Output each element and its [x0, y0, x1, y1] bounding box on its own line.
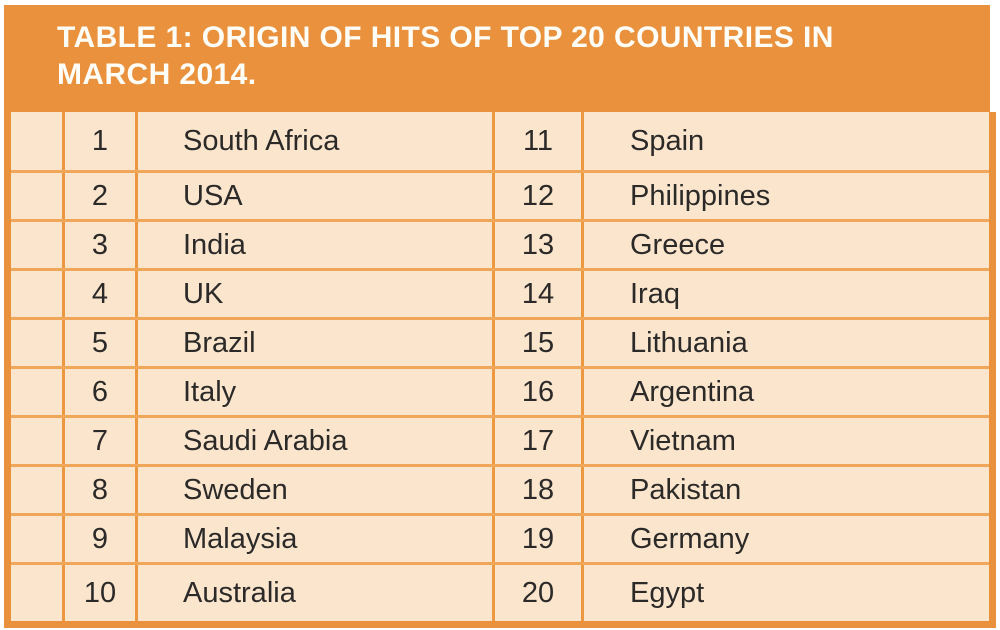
table-row: 1 South Africa 11 Spain — [11, 112, 989, 170]
rank-cell: 8 — [62, 467, 135, 513]
table-row: 3 India 13 Greece — [11, 219, 989, 268]
rank-cell: 12 — [492, 173, 581, 219]
rank-cell: 18 — [492, 467, 581, 513]
rank-cell: 9 — [62, 516, 135, 562]
country-cell: Australia — [135, 565, 492, 621]
rank-cell: 6 — [62, 369, 135, 415]
table-figure: TABLE 1: ORIGIN OF HITS OF TOP 20 COUNTR… — [4, 5, 996, 628]
country-cell: Lithuania — [581, 320, 989, 366]
empty-cell — [11, 516, 62, 562]
table-row: 4 UK 14 Iraq — [11, 268, 989, 317]
country-cell: Brazil — [135, 320, 492, 366]
empty-cell — [11, 173, 62, 219]
table-title-line-2: MARCH 2014. — [57, 58, 257, 91]
empty-cell — [11, 418, 62, 464]
empty-cell — [11, 320, 62, 366]
country-cell: Italy — [135, 369, 492, 415]
table-row: 5 Brazil 15 Lithuania — [11, 317, 989, 366]
table-title-line-1: TABLE 1: ORIGIN OF HITS OF TOP 20 COUNTR… — [57, 21, 834, 54]
rank-cell: 20 — [492, 565, 581, 621]
table-row: 10 Australia 20 Egypt — [11, 562, 989, 621]
rank-cell: 1 — [62, 112, 135, 170]
country-cell: Malaysia — [135, 516, 492, 562]
country-cell: India — [135, 222, 492, 268]
table-row: 6 Italy 16 Argentina — [11, 366, 989, 415]
country-cell: Germany — [581, 516, 989, 562]
rank-cell: 2 — [62, 173, 135, 219]
table-title-bar: TABLE 1: ORIGIN OF HITS OF TOP 20 COUNTR… — [4, 5, 990, 112]
rank-cell: 17 — [492, 418, 581, 464]
rank-cell: 5 — [62, 320, 135, 366]
table-row: 9 Malaysia 19 Germany — [11, 513, 989, 562]
country-cell: Greece — [581, 222, 989, 268]
country-cell: Philippines — [581, 173, 989, 219]
rank-cell: 10 — [62, 565, 135, 621]
country-cell: Saudi Arabia — [135, 418, 492, 464]
countries-table: 1 South Africa 11 Spain 2 USA 12 Philipp… — [4, 112, 996, 628]
country-cell: USA — [135, 173, 492, 219]
empty-cell — [11, 467, 62, 513]
country-cell: UK — [135, 271, 492, 317]
empty-cell — [11, 369, 62, 415]
rank-cell: 19 — [492, 516, 581, 562]
country-cell: Sweden — [135, 467, 492, 513]
table-row: 7 Saudi Arabia 17 Vietnam — [11, 415, 989, 464]
rank-cell: 15 — [492, 320, 581, 366]
rank-cell: 7 — [62, 418, 135, 464]
rank-cell: 13 — [492, 222, 581, 268]
empty-cell — [11, 565, 62, 621]
empty-cell — [11, 271, 62, 317]
rank-cell: 3 — [62, 222, 135, 268]
country-cell: Pakistan — [581, 467, 989, 513]
empty-cell — [11, 112, 62, 170]
country-cell: Iraq — [581, 271, 989, 317]
rank-cell: 4 — [62, 271, 135, 317]
rank-cell: 11 — [492, 112, 581, 170]
country-cell: Argentina — [581, 369, 989, 415]
country-cell: Egypt — [581, 565, 989, 621]
empty-cell — [11, 222, 62, 268]
table-row: 8 Sweden 18 Pakistan — [11, 464, 989, 513]
country-cell: Vietnam — [581, 418, 989, 464]
country-cell: South Africa — [135, 112, 492, 170]
rank-cell: 14 — [492, 271, 581, 317]
rank-cell: 16 — [492, 369, 581, 415]
table-row: 2 USA 12 Philippines — [11, 170, 989, 219]
country-cell: Spain — [581, 112, 989, 170]
